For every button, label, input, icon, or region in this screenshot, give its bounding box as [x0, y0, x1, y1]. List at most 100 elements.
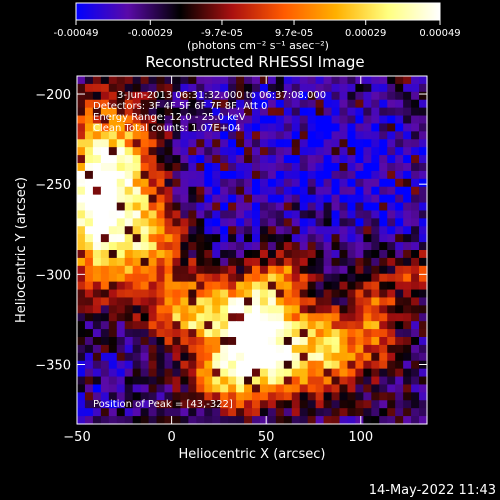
- heatmap-cell: [315, 242, 325, 251]
- heatmap-cell: [116, 123, 126, 132]
- heatmap-cell: [116, 242, 126, 251]
- heatmap-cell: [196, 416, 205, 425]
- heatmap-cell: [307, 242, 317, 251]
- heatmap-cell: [204, 392, 213, 401]
- heatmap-cell: [267, 289, 277, 299]
- heatmap-cell: [188, 400, 197, 409]
- heatmap-cell: [228, 384, 237, 393]
- heatmap-cell: [244, 123, 253, 132]
- heatmap-cell: [363, 250, 372, 259]
- heatmap-cell: [148, 115, 158, 125]
- heatmap-cell: [355, 281, 364, 291]
- heatmap-cell: [180, 257, 189, 267]
- heatmap-cell: [259, 321, 269, 330]
- heatmap-cell: [156, 76, 166, 85]
- heatmap-cell: [140, 123, 150, 132]
- heatmap-cell: [331, 76, 341, 85]
- heatmap-cell: [108, 99, 118, 109]
- heatmap-cell: [180, 155, 189, 164]
- heatmap-cell: [228, 76, 237, 85]
- heatmap-cell: [228, 234, 237, 243]
- heatmap-cell: [275, 210, 285, 219]
- heatmap-cell: [259, 226, 269, 235]
- heatmap-cell: [339, 416, 349, 425]
- heatmap-cell: [140, 234, 150, 243]
- heatmap-cell: [108, 210, 118, 219]
- heatmap-cell: [180, 242, 189, 251]
- heatmap-cell: [419, 210, 428, 219]
- heatmap-cell: [267, 99, 277, 109]
- heatmap-cell: [204, 123, 213, 132]
- heatmap-cell: [220, 408, 229, 417]
- heatmap-cell: [419, 107, 428, 117]
- heatmap-cell: [172, 147, 181, 156]
- heatmap-cell: [411, 297, 420, 306]
- heatmap-cell: [411, 376, 420, 386]
- heatmap-cell: [84, 76, 94, 85]
- heatmap-cell: [307, 360, 317, 370]
- heatmap-cell: [387, 123, 396, 132]
- heatmap-cell: [92, 226, 102, 235]
- heatmap-cell: [307, 305, 317, 314]
- heatmap-cell: [116, 376, 126, 386]
- heatmap-cell: [419, 376, 428, 386]
- heatmap-cell: [188, 83, 197, 93]
- heatmap-cell: [283, 170, 293, 180]
- heatmap-cell: [236, 83, 245, 93]
- heatmap-cell: [252, 289, 261, 299]
- heatmap-cell: [164, 226, 174, 235]
- heatmap-cell: [220, 226, 229, 235]
- heatmap-cell: [77, 250, 86, 259]
- heatmap-cell: [283, 297, 293, 306]
- heatmap-cell: [411, 163, 420, 172]
- heatmap-cell: [403, 344, 412, 354]
- heatmap-cell: [100, 337, 110, 346]
- heatmap-cell: [172, 321, 181, 330]
- heatmap-cell: [140, 155, 150, 164]
- heatmap-cell: [140, 131, 150, 140]
- heatmap-cell: [124, 202, 134, 212]
- heatmap-cell: [220, 400, 229, 409]
- heatmap-cell: [84, 123, 94, 132]
- heatmap-cell: [275, 202, 285, 212]
- heatmap-cell: [212, 163, 221, 172]
- heatmap-cell: [355, 99, 364, 109]
- heatmap-cell: [323, 163, 333, 172]
- heatmap-cell: [419, 83, 428, 93]
- heatmap-cell: [148, 218, 158, 227]
- heatmap-cell: [323, 368, 333, 378]
- heatmap-cell: [172, 313, 181, 322]
- heatmap-cell: [387, 234, 396, 243]
- heatmap-cell: [371, 321, 380, 330]
- heatmap-cell: [180, 281, 189, 291]
- heatmap-cell: [132, 170, 142, 180]
- heatmap-cell: [347, 265, 356, 275]
- heatmap-cell: [172, 155, 181, 164]
- heatmap-cell: [188, 352, 197, 362]
- heatmap-cell: [212, 83, 221, 93]
- heatmap-cell: [236, 234, 245, 243]
- heatmap-cell: [347, 305, 356, 314]
- heatmap-cell: [124, 155, 134, 164]
- annotation-block: 3-Jun-2013 06:31:32.000 to 06:37:08.000 …: [93, 90, 326, 134]
- heatmap-cell: [339, 91, 349, 101]
- heatmap-cell: [172, 91, 181, 101]
- heatmap-cell: [363, 107, 372, 117]
- heatmap-cell: [212, 226, 221, 235]
- heatmap-cell: [77, 194, 86, 204]
- heatmap-cell: [148, 321, 158, 330]
- heatmap-cell: [204, 360, 213, 370]
- heatmap-cell: [92, 281, 102, 291]
- heatmap-cell: [196, 210, 205, 219]
- heatmap-cell: [100, 352, 110, 362]
- heatmap-cell: [387, 186, 396, 196]
- heatmap-cell: [228, 99, 237, 109]
- heatmap-cell: [315, 344, 325, 354]
- heatmap-cell: [259, 257, 269, 267]
- heatmap-cell: [108, 281, 118, 291]
- heatmap-cell: [164, 416, 174, 425]
- heatmap-cell: [164, 250, 174, 259]
- heatmap-cell: [148, 178, 158, 188]
- heatmap-cell: [267, 242, 277, 251]
